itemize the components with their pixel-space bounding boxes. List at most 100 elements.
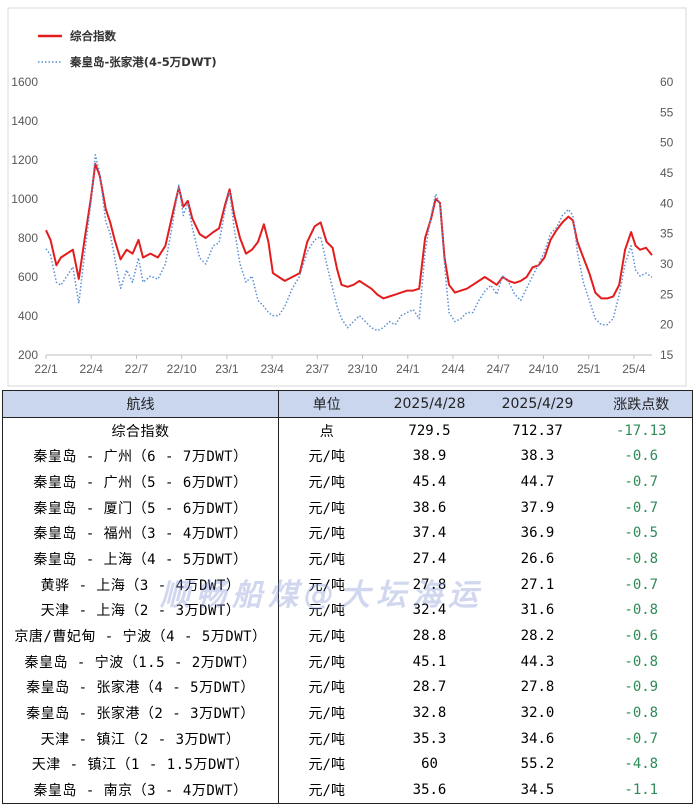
- composite-index-line: [45, 162, 653, 300]
- y-left-tick-label: 400: [18, 309, 38, 323]
- route-cell: 综合指数: [2, 417, 279, 444]
- value-0429-cell: 34.6: [520, 730, 555, 747]
- x-tick-label: 23/1: [215, 362, 239, 376]
- value-0428-cell: 45.4: [412, 473, 447, 490]
- change-cell: -0.7: [624, 730, 659, 747]
- value-0429-cell: 44.7: [520, 473, 555, 490]
- route-cell: 秦皇岛 - 张家港（4 - 5万DWT）: [2, 674, 279, 701]
- route-cell: 天津 - 镇江（1 - 1.5万DWT）: [2, 751, 279, 778]
- table-row: 秦皇岛 - 张家港（4 - 5万DWT） 元/吨 28.7 27.8 -0.9: [2, 674, 693, 701]
- value-0429-cell: 26.6: [520, 550, 555, 567]
- value-0428-cell: 35.3: [412, 730, 447, 747]
- table-row: 秦皇岛 - 宁波（1.5 - 2万DWT） 元/吨 45.1 44.3 -0.8: [2, 648, 693, 675]
- change-cell: -0.6: [624, 448, 659, 465]
- value-0428-cell: 37.4: [412, 525, 447, 542]
- unit-cell: 元/吨: [308, 680, 345, 697]
- value-0428-cell: 32.4: [412, 602, 447, 619]
- value-0429-cell: 712.37: [512, 422, 563, 439]
- unit-cell: 元/吨: [308, 474, 345, 491]
- y-left-tick-label: 1400: [11, 114, 38, 128]
- chart-frame: [7, 7, 687, 387]
- route-cell: 天津 - 上海（2 - 3万DWT）: [2, 597, 279, 624]
- legend-label: 综合指数: [70, 29, 116, 43]
- y-right-tick-label: 20: [660, 318, 674, 332]
- route-cell: 天津 - 镇江（2 - 3万DWT）: [2, 725, 279, 752]
- change-cell: -17.13: [615, 422, 667, 439]
- y-left-tick-label: 1000: [11, 192, 38, 206]
- value-0429-cell: 37.9: [520, 499, 555, 516]
- unit-cell: 点: [319, 423, 334, 440]
- route-cell: 秦皇岛 - 南京（3 - 4万DWT）: [2, 777, 279, 804]
- value-0429-cell: 36.9: [520, 525, 555, 542]
- y-left-tick-label: 200: [18, 348, 38, 362]
- rate-table: 航线 单位 2025/4/28 2025/4/29 涨跌点数 综合指数 点 729.…: [2, 390, 693, 804]
- unit-cell: 元/吨: [308, 783, 345, 800]
- y-right-tick-label: 25: [660, 287, 674, 301]
- table-row: 秦皇岛 - 广州（6 - 7万DWT） 元/吨 38.9 38.3 -0.6: [2, 443, 693, 470]
- value-0429-cell: 27.1: [520, 576, 555, 593]
- x-tick-label: 24/10: [528, 362, 558, 376]
- change-cell: -0.8: [624, 550, 659, 567]
- table-row: 秦皇岛 - 张家港（2 - 3万DWT） 元/吨 32.8 32.0 -0.8: [2, 700, 693, 726]
- value-0429-cell: 55.2: [520, 756, 555, 773]
- x-tick-label: 25/1: [577, 362, 601, 376]
- table-row: 天津 - 上海（2 - 3万DWT） 元/吨 32.4 31.6 -0.8: [2, 597, 693, 624]
- y-right-tick-label: 60: [660, 75, 674, 89]
- y-right-tick-label: 40: [660, 196, 674, 210]
- change-cell: -0.5: [624, 525, 659, 542]
- freight-table: 航线 单位 2025/4/28 2025/4/29 涨跌点数 综合指数 点 729.…: [2, 390, 693, 808]
- table-header-row: 航线 单位 2025/4/28 2025/4/29 涨跌点数: [2, 390, 693, 418]
- route-cell: 秦皇岛 - 张家港（2 - 3万DWT）: [2, 700, 279, 726]
- x-tick-label: 22/1: [34, 362, 58, 376]
- y-right-tick-label: 35: [660, 227, 674, 241]
- route-cell: 秦皇岛 - 宁波（1.5 - 2万DWT）: [2, 648, 279, 675]
- unit-cell: 元/吨: [308, 706, 345, 723]
- change-cell: -0.7: [624, 473, 659, 490]
- table-row: 秦皇岛 - 福州（3 - 4万DWT） 元/吨 37.4 36.9 -0.5: [2, 520, 693, 547]
- x-tick-label: 23/7: [306, 362, 330, 376]
- unit-cell: 元/吨: [308, 577, 345, 594]
- table-row: 京唐/曹妃甸 - 宁波（4 - 5万DWT） 元/吨 28.8 28.2 -0.6: [2, 623, 693, 649]
- value-0429-cell: 44.3: [520, 653, 555, 670]
- value-0428-cell: 27.4: [412, 550, 447, 567]
- value-0429-cell: 31.6: [520, 602, 555, 619]
- table-body: 综合指数 点 729.5 712.37 -17.13 秦皇岛 - 广州（6 - 7万DWT…: [2, 417, 693, 804]
- table-row: 秦皇岛 - 南京（3 - 4万DWT） 元/吨 35.6 34.5 -1.1: [2, 777, 693, 804]
- x-tick-label: 22/10: [167, 362, 197, 376]
- x-tick-label: 22/4: [80, 362, 104, 376]
- route-cell: 京唐/曹妃甸 - 宁波（4 - 5万DWT）: [2, 623, 279, 649]
- value-0429-cell: 38.3: [520, 448, 555, 465]
- chart-area: 200 400 600 800 1000 1200 1400 1600 15 20 25 30 35 40…: [0, 0, 694, 390]
- x-tick-label: 23/10: [348, 362, 378, 376]
- value-0428-cell: 38.9: [412, 448, 447, 465]
- value-0429-cell: 28.2: [520, 628, 555, 645]
- value-0428-cell: 45.1: [412, 653, 447, 670]
- unit-cell: 元/吨: [308, 526, 345, 543]
- value-0428-cell: 27.8: [412, 576, 447, 593]
- change-cell: -0.8: [624, 602, 659, 619]
- value-0429-cell: 32.0: [520, 705, 555, 722]
- value-0428-cell: 28.8: [412, 628, 447, 645]
- y-right-tick-label: 50: [660, 136, 674, 150]
- change-cell: -1.1: [624, 782, 659, 799]
- table-row: 黄骅 - 上海（3 - 4万DWT） 元/吨 27.8 27.1 -0.7: [2, 571, 693, 598]
- header-date-1: 2025/4/28: [374, 390, 485, 418]
- y-right-tick-label: 45: [660, 166, 674, 180]
- table-row: 秦皇岛 - 厦门（5 - 6万DWT） 元/吨 38.6 37.9 -0.7: [2, 494, 693, 521]
- y-right-tick-label: 30: [660, 257, 674, 271]
- y-right-tick-label: 55: [660, 105, 674, 119]
- table-row: 综合指数 点 729.5 712.37 -17.13: [2, 417, 693, 444]
- change-cell: -0.6: [624, 628, 659, 645]
- header-change: 涨跌点数: [590, 390, 693, 418]
- unit-cell: 元/吨: [308, 603, 345, 620]
- y-left-tick-label: 1200: [11, 153, 38, 167]
- y-left-tick-label: 600: [18, 270, 38, 284]
- value-0429-cell: 34.5: [520, 782, 555, 799]
- header-date-2: 2025/4/29: [484, 390, 591, 418]
- value-0428-cell: 32.8: [412, 705, 447, 722]
- header-route: 航线: [2, 390, 279, 418]
- unit-cell: 元/吨: [308, 757, 345, 774]
- header-unit: 单位: [278, 390, 375, 418]
- table-row: 天津 - 镇江（1 - 1.5万DWT） 元/吨 60 55.2 -4.8: [2, 751, 693, 778]
- x-tick-label: 24/7: [487, 362, 511, 376]
